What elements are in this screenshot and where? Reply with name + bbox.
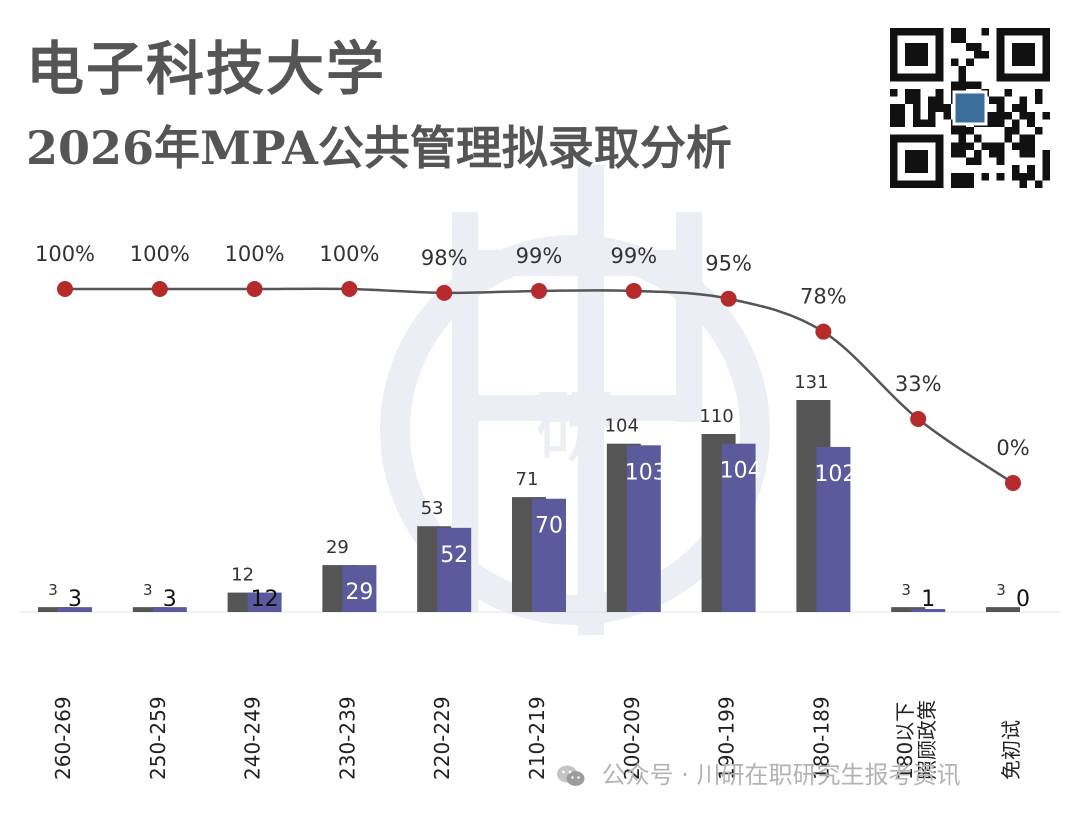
x-tick-label: 220-229 [430,696,454,780]
watermark-glyph: 研 [535,381,615,474]
bar-apply-label: 3 [901,581,911,599]
x-tick-label: 180-189 [809,696,833,780]
rate-line [65,287,1014,485]
x-tick-label: 200-209 [620,696,644,780]
rate-label: 100% [35,242,95,266]
x-tick-label: 180以下照顾政策 [893,700,939,780]
bar-admit-label: 1 [921,587,935,612]
rate-point [815,323,832,340]
bar-admit [58,607,92,612]
rate-point [910,410,927,427]
bar-apply-label: 131 [794,372,828,393]
rate-point [151,281,168,297]
bar-admit [721,443,756,612]
rate-point [720,290,737,307]
bar-admit [342,565,377,612]
x-tick-label: 260-269 [51,696,75,780]
bar-apply-label: 110 [699,406,733,427]
x-tick-label: 190-199 [715,696,739,780]
rate-label: 100% [225,242,285,266]
footer-source: 公众号 · 川研在职研究生报考资讯 [556,755,961,790]
bar-apply [132,607,167,612]
bar-admit-label: 0 [1016,587,1030,612]
bar-admit [152,607,187,612]
rate-label: 99% [516,244,563,268]
bar-apply-label: 104 [605,416,639,437]
bar-admit-label: 3 [163,587,177,612]
rate-label: 33% [895,372,942,396]
bar-admit-label: 70 [535,514,563,539]
rate-label: 99% [610,244,657,268]
rate-label: 95% [705,252,752,276]
bar-admit [532,498,566,612]
bar-admit [911,609,946,612]
rate-point [436,284,453,301]
rate-label: 100% [319,242,379,266]
bar-admit [816,446,851,612]
rate-point [1005,475,1021,491]
bar-apply-label: 3 [996,581,1006,599]
bar-apply-label: 53 [421,498,444,519]
bar-apply-label: 12 [231,565,254,586]
rate-point [57,281,73,297]
qr-avatar-icon [955,93,985,123]
bar-admit-label: 12 [251,587,279,612]
bar-admit-label: 103 [625,460,667,485]
bar-apply [986,607,1020,612]
bar-apply-label: 71 [516,469,539,490]
bar-admit-label: 29 [345,580,373,605]
bar-admit [437,527,472,612]
rate-point [246,281,263,297]
rate-point [531,282,547,299]
rate-label: 0% [996,436,1029,460]
rate-point [341,281,358,297]
bar-apply-label: 3 [143,581,153,599]
bar-apply-label: 29 [326,537,349,558]
bar-apply [891,607,926,612]
bar-admit-label: 102 [814,462,856,487]
bar-admit [247,592,282,612]
x-tick-label: 230-239 [335,696,359,780]
bar-admit-label: 3 [68,587,82,612]
bar-apply-label: 3 [48,581,58,599]
page-title: 电子科技大学 [26,35,387,103]
footer-text: 公众号 · 川研在职研究生报考资讯 [601,761,961,789]
x-tick-label: 250-259 [146,696,170,780]
rate-label: 100% [130,242,190,266]
x-tick-label: 210-219 [525,696,549,780]
rate-point [625,282,642,299]
rate-label: 78% [800,285,847,309]
bar-admit [626,445,661,612]
rate-label: 98% [421,246,468,270]
x-tick-label: 240-249 [241,696,265,780]
qr-code [890,28,1050,188]
bar-admit-label: 52 [440,543,468,568]
x-tick-label: 免初试 [999,720,1023,780]
bar-admit-label: 104 [720,459,762,484]
bar-apply [38,607,72,612]
wechat-icon [557,765,585,786]
page-subtitle: 2026年MPA公共管理拟录取分析 [26,121,732,175]
